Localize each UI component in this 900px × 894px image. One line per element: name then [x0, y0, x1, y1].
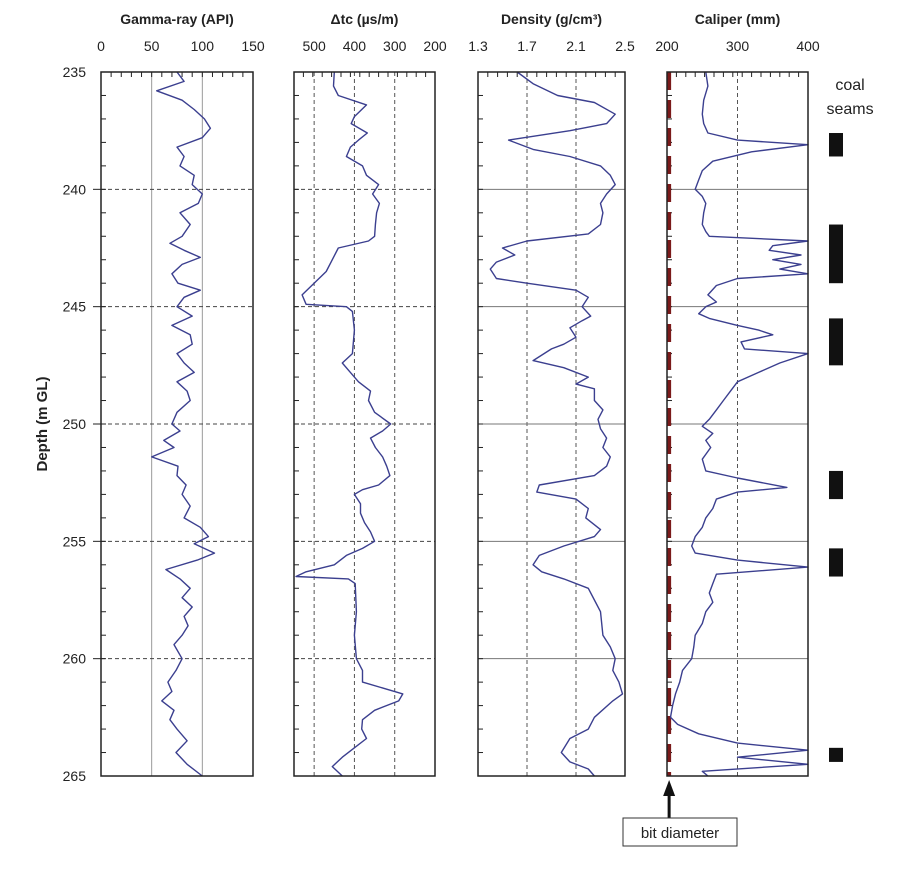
- coal-seam-bar: [829, 747, 843, 762]
- log-curve-caliper: [669, 71, 809, 777]
- log-curve-gamma: [150, 71, 216, 777]
- x-tick-label: 1.3: [468, 38, 488, 54]
- depth-tick-label: 260: [63, 651, 87, 667]
- coal-seam-bar: [829, 470, 843, 500]
- x-tick-label: 300: [383, 38, 407, 54]
- bit-diameter-label-box: [622, 817, 738, 847]
- bit-diameter-arrow-head: [663, 780, 676, 796]
- coal-seam-bar: [829, 133, 843, 157]
- x-tick-label: 500: [302, 38, 326, 54]
- track-frame: [477, 71, 626, 777]
- x-tick-label: 200: [423, 38, 447, 54]
- x-tick-label: 400: [343, 38, 367, 54]
- depth-axis-title: Depth (m GL): [34, 377, 51, 472]
- coal-seams-label-line2: seams: [826, 101, 873, 118]
- track-title: Gamma-ray (API): [120, 11, 234, 27]
- coal-seam-bar: [829, 318, 843, 366]
- coal-seam-bar: [829, 224, 843, 284]
- log-curve-density: [489, 71, 624, 777]
- track-sonic: Δtc (µs/m) 500 400 300 200: [293, 11, 447, 777]
- x-tick-label: 2.5: [615, 38, 635, 54]
- depth-tick-label: 235: [63, 64, 87, 80]
- x-tick-label: 50: [144, 38, 160, 54]
- coal-seams-label-line1: coal: [835, 77, 864, 94]
- depth-tick-label: 265: [63, 768, 87, 784]
- depth-tick-label: 255: [63, 533, 87, 549]
- x-tick-label: 100: [191, 38, 215, 54]
- track-density: Density (g/cm³) 1.3 1.7 2.1 2.5: [468, 11, 635, 777]
- depth-tick-label: 250: [63, 416, 87, 432]
- log-curve-sonic: [295, 71, 404, 777]
- track-frame: [666, 71, 809, 777]
- x-tick-label: 1.7: [517, 38, 537, 54]
- x-tick-label: 2.1: [566, 38, 586, 54]
- coal-seam-bar: [829, 548, 843, 577]
- x-tick-label: 0: [97, 38, 105, 54]
- depth-tick-label: 245: [63, 299, 87, 315]
- track-title: Density (g/cm³): [501, 11, 602, 27]
- track-gamma: Gamma-ray (API) 0 50 100 150: [93, 11, 265, 777]
- track-caliper: Caliper (mm) 200 300 400: [655, 11, 820, 777]
- depth-tick-label: 240: [63, 181, 87, 197]
- x-tick-label: 300: [726, 38, 750, 54]
- track-frame: [293, 71, 436, 777]
- x-tick-label: 150: [241, 38, 265, 54]
- track-title: Δtc (µs/m): [331, 11, 399, 27]
- bit-diameter-label: bit diameter: [641, 825, 719, 842]
- track-frame: [100, 71, 254, 777]
- x-tick-label: 400: [796, 38, 820, 54]
- track-title: Caliper (mm): [695, 11, 781, 27]
- x-tick-label: 200: [655, 38, 679, 54]
